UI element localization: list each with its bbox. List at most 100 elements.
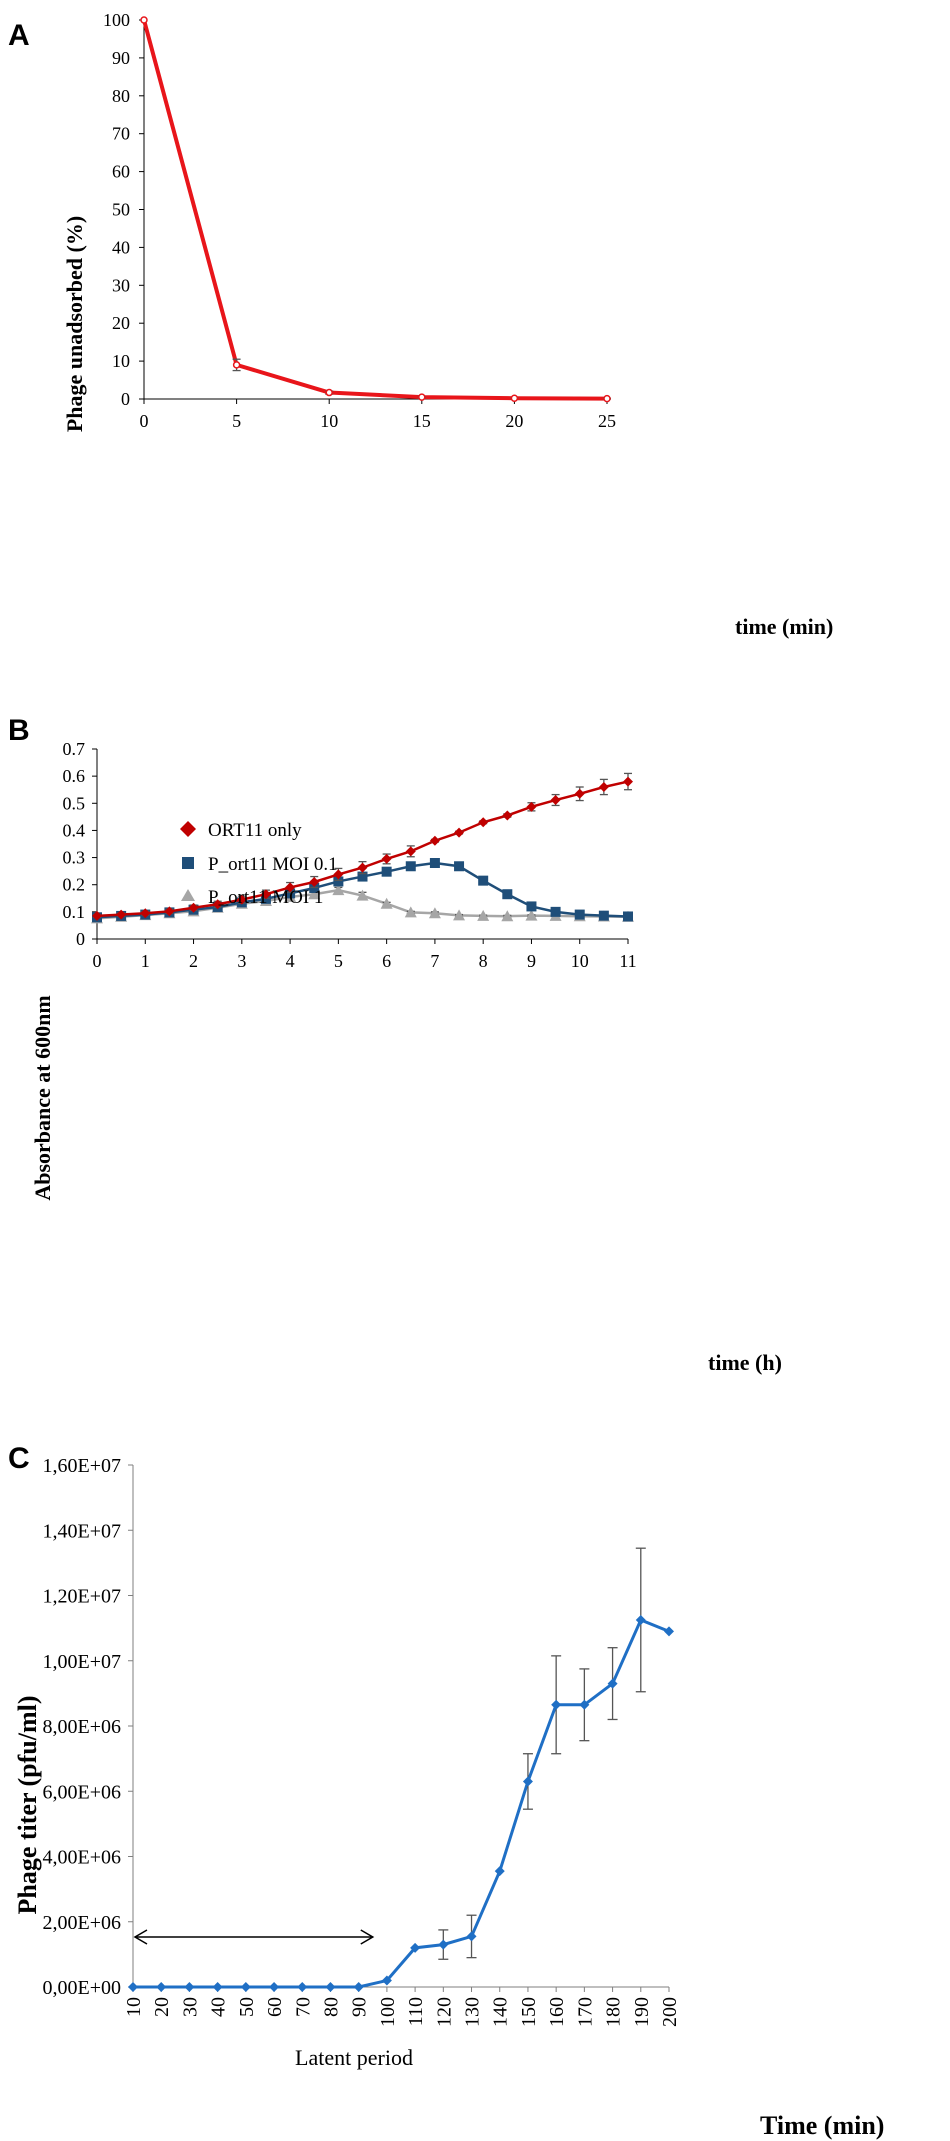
panel-b-data-point-ort11-only <box>140 908 151 919</box>
panel-b-y-tick-label: 0.4 <box>63 820 86 840</box>
latent-arrow-head-left <box>133 1929 148 1945</box>
panel-b-x-tick-label: 1 <box>141 951 150 971</box>
panel-c-data-point <box>212 1982 223 1992</box>
panel-c-x-tick-label: 150 <box>518 1997 540 2027</box>
panel-c-series-line <box>133 1618 670 1989</box>
panel-b-data-point-moi-1 <box>453 909 466 921</box>
panel-c-y-tick-label: 8,00E+06 <box>43 1716 122 1738</box>
panel-b-data-point-moi-0-1 <box>550 906 561 917</box>
panel-b-y-tick-label: 0.1 <box>63 902 86 922</box>
panel-b-chart: B 0 0.1 0.2 0.3 0.4 0.5 0.6 0.7 0 1 2 3 4 5 6 7 8 9 10 11 O… <box>8 714 782 1375</box>
panel-b-data-point-moi-0-1 <box>333 876 344 887</box>
panel-b-y-tick-label: 0.7 <box>63 739 86 759</box>
panel-b-data-point-moi-1 <box>525 909 538 921</box>
panel-b-data-point-moi-0-1 <box>357 871 368 882</box>
panel-b-data-point-moi-1 <box>477 909 490 921</box>
panel-b-data-point-ort11-only <box>598 782 609 792</box>
panel-c-y-tick-label: 2,00E+06 <box>43 1912 122 1934</box>
panel-b-y-tick-label: 0.5 <box>63 793 86 813</box>
panel-b-data-point-moi-1 <box>501 910 514 922</box>
panel-c-data-point <box>240 1982 251 1992</box>
panel-b-data-point-moi-0-1 <box>598 910 609 921</box>
legend-marker-moi-0-1 <box>182 857 194 869</box>
panel-b-label: B <box>8 714 30 747</box>
latent-period-label: Latent period <box>295 2045 413 2070</box>
panel-b-data-point-ort11-only <box>381 853 392 864</box>
panel-b-y-tick-label: 0.6 <box>63 766 86 786</box>
panel-b-data-point-ort11-only <box>333 869 344 880</box>
panel-b-data-point-moi-0-1 <box>454 861 465 872</box>
panel-b-data-point-ort11-only <box>309 877 320 887</box>
panel-c-data-point <box>522 1776 533 1787</box>
panel-b-data-point-ort11-only <box>357 862 368 873</box>
panel-a-y-tick-label: 60 <box>112 162 130 182</box>
legend-label-ort11-only: ORT11 only <box>208 820 302 841</box>
panel-c-y-tick-label: 0,00E+00 <box>43 1977 122 1999</box>
panel-a-x-tick-label: 25 <box>598 411 616 431</box>
panel-a-y-tick-label: 90 <box>112 48 130 68</box>
panel-b-data-point-ort11-only <box>478 817 489 828</box>
panel-b-data-point-ort11-only <box>550 795 561 806</box>
panel-b-data-point-ort11-only <box>285 882 296 893</box>
panel-a-y-tick-label: 0 <box>121 389 130 409</box>
panel-c-data-point <box>494 1866 505 1877</box>
panel-c-y-tick-label: 6,00E+06 <box>43 1781 122 1803</box>
panel-a-series-line <box>142 19 608 401</box>
panel-b-data-point-ort11-only <box>92 910 102 921</box>
panel-c-x-tick-label: 190 <box>631 1997 653 2027</box>
panel-c-data-point <box>607 1678 618 1689</box>
panel-c-chart: C 0,00E+00 2,00E+06 4,00E+06 6,00E+06 8,00E+… <box>8 1442 884 2140</box>
panel-c-y-tick-label: 1,40E+07 <box>43 1520 122 1542</box>
panel-c-x-tick-label: 20 <box>151 1997 173 2017</box>
panel-b-x-tick-label: 4 <box>286 951 295 971</box>
panel-b-data-point-moi-1 <box>380 897 393 909</box>
legend-marker-ort11-only <box>180 821 196 837</box>
panel-c-y-tick-label: 4,00E+06 <box>43 1847 122 1869</box>
panel-a-x-tick-label: 20 <box>505 411 523 431</box>
panel-b-data-point-moi-0-1 <box>526 901 537 912</box>
panel-b-x-tick-label: 10 <box>571 951 589 971</box>
panel-a-data-point <box>603 394 611 403</box>
panel-b-data-point-moi-1 <box>356 889 369 901</box>
panel-a-y-tick-label: 40 <box>112 237 130 257</box>
panel-c-x-tick-label: 50 <box>236 1997 258 2017</box>
panel-a-y-tick-label: 50 <box>112 200 130 220</box>
panel-b-data-point-moi-1 <box>404 906 417 918</box>
panel-b-y-axis-label: Absorbance at 600nm <box>30 995 55 1200</box>
panel-c-label: C <box>8 1442 30 1475</box>
panel-a-x-tick-label: 0 <box>140 411 149 431</box>
panel-c-x-tick-label: 160 <box>546 1997 568 2027</box>
panel-b-data-point-ort11-only <box>623 776 633 787</box>
panel-b-x-axis-label: time (h) <box>708 1350 782 1375</box>
panel-b-x-tick-label: 6 <box>382 951 391 971</box>
panel-c-x-tick-label: 60 <box>264 1997 286 2017</box>
panel-c-plot-area: 0,00E+00 2,00E+06 4,00E+06 6,00E+06 8,00E+06… <box>43 1455 682 2027</box>
panel-a-data-point <box>325 388 333 397</box>
panel-b-x-tick-label: 3 <box>237 951 246 971</box>
panel-c-data-point <box>325 1982 336 1992</box>
panel-b-y-tick-label: 0.2 <box>63 875 86 895</box>
panel-b-data-point-moi-0-1 <box>381 866 392 877</box>
panel-b-plot-area: 0 0.1 0.2 0.3 0.4 0.5 0.6 0.7 0 1 2 3 4 5 6 7 8 9 10 11 <box>63 739 637 971</box>
panel-c-x-tick-label: 110 <box>405 1997 427 2026</box>
legend-marker-moi-1 <box>181 889 195 901</box>
panel-c-data-point <box>410 1942 421 1953</box>
panel-b-data-point-moi-1 <box>428 907 441 919</box>
panel-a-y-tick-label: 80 <box>112 86 130 106</box>
panel-b-data-point-ort11-only <box>405 846 416 857</box>
panel-b-data-point-ort11-only <box>454 827 465 838</box>
panel-a-y-tick-label: 70 <box>112 124 130 144</box>
panel-a-y-tick-label: 30 <box>112 275 130 295</box>
panel-c-x-tick-label: 120 <box>433 1997 455 2027</box>
panel-c-x-tick-label: 130 <box>462 1997 484 2027</box>
panel-b-data-point-moi-0-1 <box>623 911 633 922</box>
panel-c-x-tick-label: 170 <box>574 1997 596 2027</box>
panel-a-y-tick-label: 20 <box>112 313 130 333</box>
panel-c-y-axis-label: Phage titer (pfu/ml) <box>13 1695 42 1914</box>
panel-c-x-tick-label: 180 <box>603 1997 625 2027</box>
panel-a-x-tick-label: 10 <box>320 411 338 431</box>
panel-b-data-point-moi-0-1 <box>405 861 416 872</box>
panel-c-x-tick-label: 10 <box>123 1997 145 2017</box>
panel-b-x-tick-label: 0 <box>93 951 102 971</box>
panel-a-data-point <box>510 394 519 402</box>
